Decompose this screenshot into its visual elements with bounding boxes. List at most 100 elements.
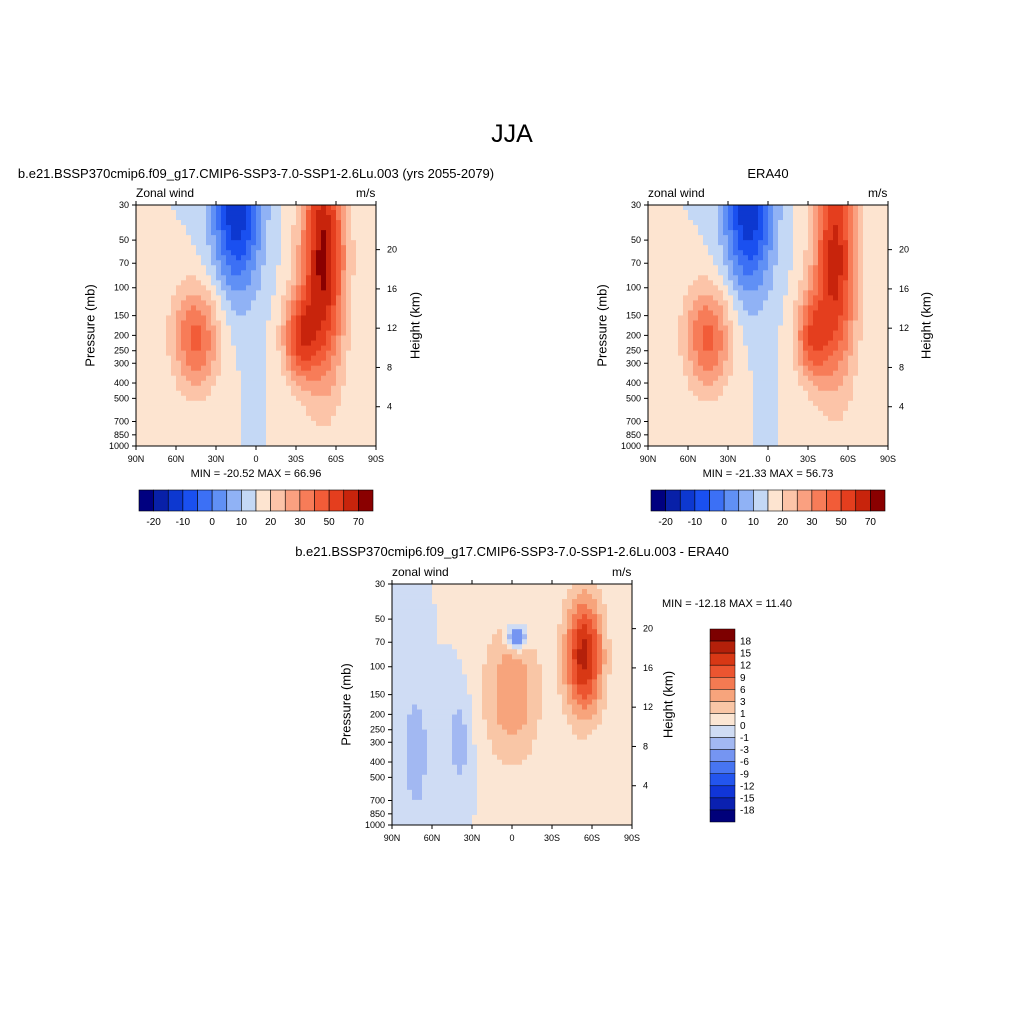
y-tick-label: 500 — [626, 393, 641, 403]
x-tick-label: 60S — [584, 833, 600, 843]
y-tick-label: 500 — [114, 393, 129, 403]
colorbar-swatch — [767, 489, 783, 512]
panel-2-subtitle-right: m/s — [868, 186, 888, 200]
colorbar-swatch — [153, 489, 169, 512]
panel-1-subtitle-right: m/s — [356, 186, 376, 200]
colorbar-swatch — [197, 489, 213, 512]
y-tick-label: 250 — [370, 725, 385, 735]
x-tick-label: 0 — [765, 454, 770, 464]
y-right-tick-label: 12 — [899, 323, 909, 333]
x-tick-label: 0 — [253, 454, 258, 464]
y-right-tick-label: 16 — [643, 663, 653, 673]
x-tick-label: 0 — [509, 833, 514, 843]
colorbar-swatch — [709, 737, 736, 750]
colorbar-label: -6 — [740, 757, 749, 768]
colorbar-swatch — [255, 489, 271, 512]
x-tick-label: 60N — [680, 454, 697, 464]
y-right-tick-label: 4 — [387, 402, 392, 412]
colorbar-label: 12 — [740, 661, 752, 672]
colorbar-label: 50 — [324, 517, 336, 528]
colorbar-label: 30 — [806, 517, 818, 528]
y-right-tick-label: 12 — [643, 702, 653, 712]
y-tick-label: 200 — [370, 709, 385, 719]
colorbar-label: 20 — [265, 517, 277, 528]
colorbar-label: 20 — [777, 517, 789, 528]
colorbar-label: 70 — [353, 517, 365, 528]
colorbar-swatch — [343, 489, 359, 512]
colorbar-swatch — [709, 761, 736, 774]
y-right-tick-label: 16 — [899, 284, 909, 294]
y-tick-label: 700 — [370, 795, 385, 805]
colorbar-label: 70 — [865, 517, 877, 528]
colorbar-swatch — [709, 749, 736, 762]
y-tick-label: 30 — [631, 200, 641, 210]
y-tick-label: 500 — [370, 772, 385, 782]
x-tick-label: 90N — [384, 833, 401, 843]
colorbar-swatch — [709, 628, 736, 642]
y-tick-label: 250 — [626, 346, 641, 356]
y-tick-label: 850 — [370, 809, 385, 819]
x-tick-label: 90S — [880, 454, 896, 464]
colorbar-swatch — [650, 489, 666, 512]
panel-2-plot: 90N 60N 30N 0 30S 60S 90S 30 50 70 100 150 200 250 300… — [621, 200, 909, 464]
y-tick-label: 300 — [626, 358, 641, 368]
y-tick-label: 850 — [626, 430, 641, 440]
panel-1-subtitle-left: Zonal wind — [136, 186, 195, 200]
colorbar-label: -10 — [688, 517, 703, 528]
y-right-tick-label: 16 — [387, 284, 397, 294]
colorbar-label: -20 — [658, 517, 673, 528]
colorbar-swatch — [709, 664, 736, 678]
colorbar-swatch — [870, 489, 886, 512]
y-tick-label: 50 — [119, 235, 129, 245]
x-tick-label: 60N — [424, 833, 441, 843]
x-tick-label: 90N — [128, 454, 145, 464]
panel-1-title: b.e21.BSSP370cmip6.f09_g17.CMIP6-SSP3-7.… — [17, 166, 495, 181]
y-tick-label: 1000 — [621, 441, 641, 451]
colorbar-swatch — [840, 489, 857, 512]
colorbar-swatch — [709, 677, 736, 690]
colorbar-swatch — [665, 489, 681, 512]
colorbar-swatch — [709, 797, 736, 811]
colorbar-label: -3 — [740, 745, 749, 756]
colorbar-swatch — [226, 489, 242, 512]
y-right-tick-label: 12 — [387, 323, 397, 333]
y-tick-label: 700 — [626, 416, 641, 426]
x-tick-label: 90S — [368, 454, 384, 464]
x-tick-label: 90S — [624, 833, 640, 843]
colorbar-label: -10 — [176, 517, 191, 528]
x-tick-label: 30S — [544, 833, 560, 843]
y-tick-label: 200 — [114, 330, 129, 340]
y-right-tick-label: 8 — [899, 362, 904, 372]
panel-1-minmax: MIN = -20.52 MAX = 66.96 — [190, 468, 322, 480]
colorbar-swatch — [284, 489, 301, 512]
colorbar-swatch — [328, 489, 345, 512]
y-tick-label: 300 — [114, 358, 129, 368]
colorbar-label: 0 — [721, 517, 727, 528]
colorbar-swatch — [694, 489, 710, 512]
y-tick-label: 300 — [370, 737, 385, 747]
x-tick-label: 60S — [840, 454, 856, 464]
colorbar-swatch — [782, 489, 798, 512]
x-tick-label: 90N — [640, 454, 657, 464]
panel-1-plot: 90N 60N 30N 0 30S 60S 90S 30 50 70 100 150 200 250 300… — [109, 200, 397, 464]
y-right-tick-label: 20 — [643, 624, 653, 634]
colorbar-swatch — [709, 489, 725, 512]
colorbar-label: 10 — [236, 517, 248, 528]
colorbar-swatch — [182, 489, 198, 512]
colorbar-swatch — [855, 489, 871, 512]
colorbar-label: -1 — [740, 733, 749, 744]
y-tick-label: 100 — [626, 283, 641, 293]
colorbar-swatch — [358, 489, 374, 512]
colorbar-swatch — [679, 489, 696, 512]
y-tick-label: 1000 — [109, 441, 129, 451]
colorbar-label: -9 — [740, 769, 749, 780]
panel-2-minmax: MIN = -21.33 MAX = 56.73 — [702, 468, 834, 480]
y-tick-label: 30 — [119, 200, 129, 210]
colorbar-swatch — [709, 713, 736, 726]
colorbar-label: 30 — [294, 517, 306, 528]
colorbar-label: 10 — [748, 517, 760, 528]
colorbar-swatch — [709, 773, 736, 787]
panel-1-field — [136, 205, 376, 446]
y-tick-label: 70 — [631, 258, 641, 268]
